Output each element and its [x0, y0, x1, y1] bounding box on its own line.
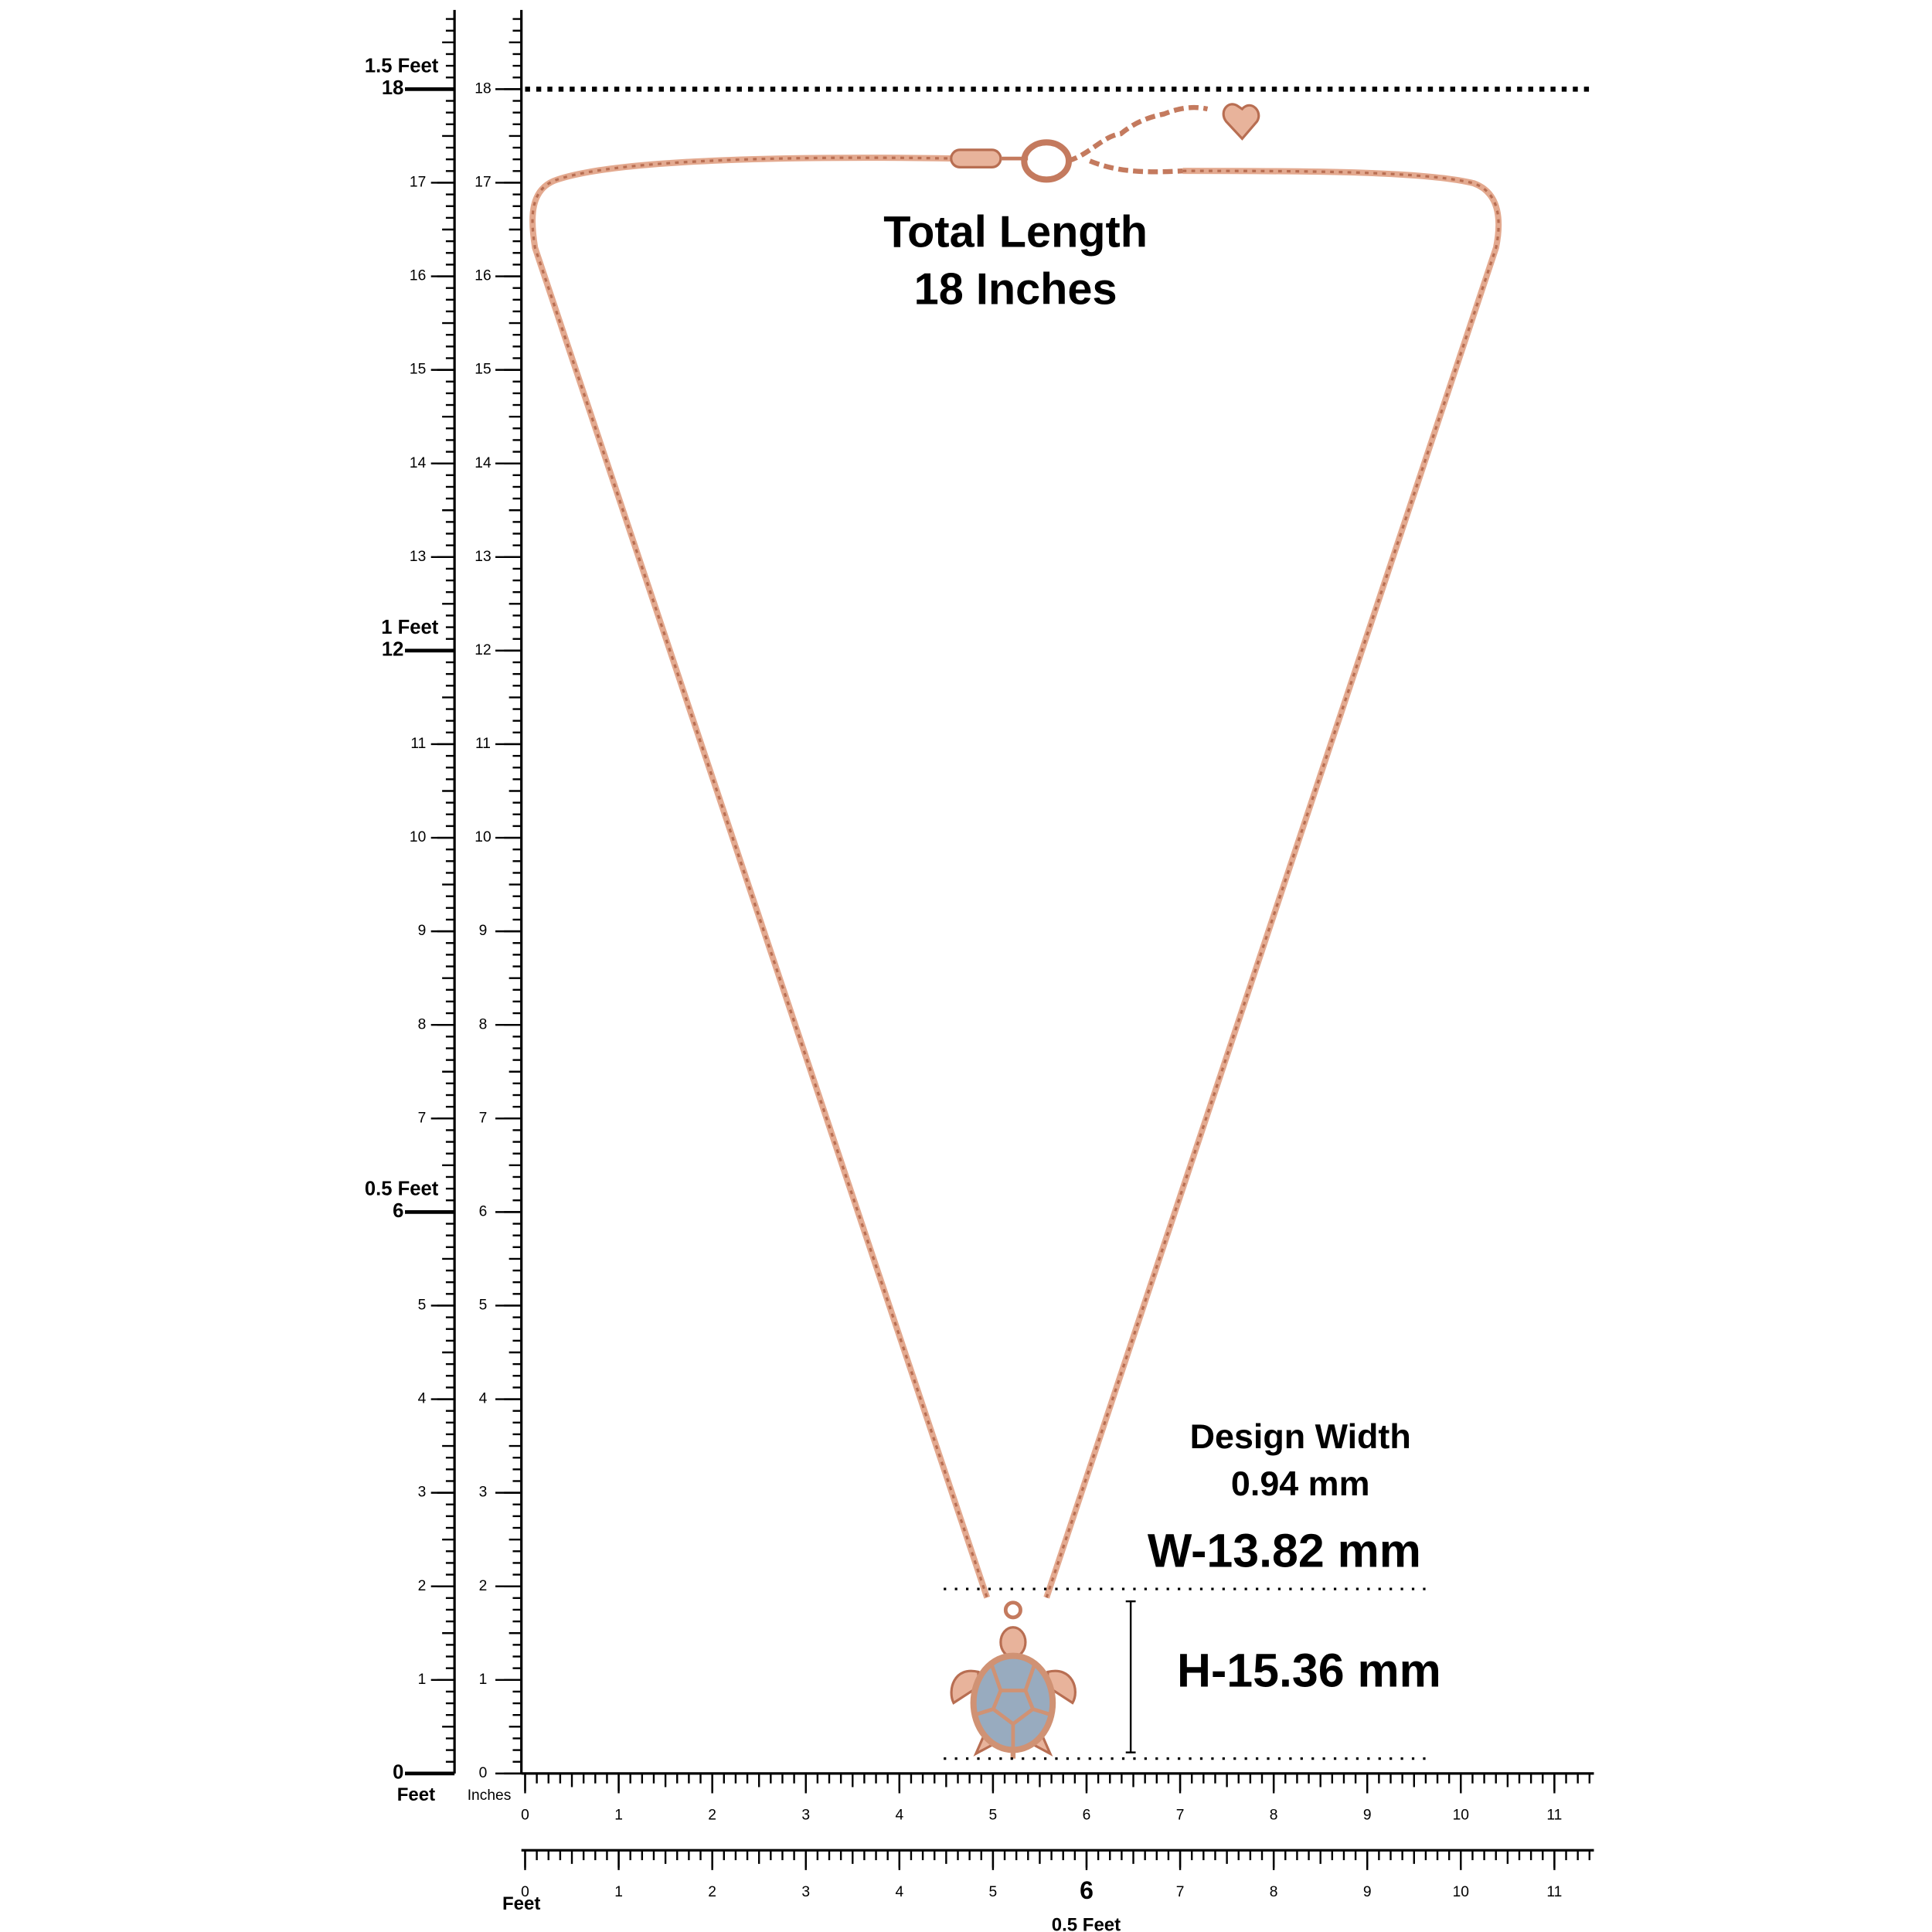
feet-ruler-label: 4 — [418, 1391, 427, 1407]
feet-ruler-label: 1 — [418, 1672, 427, 1688]
width-label: W-13.82 mm — [1148, 1524, 1421, 1577]
height-label: H-15.36 mm — [1177, 1645, 1441, 1697]
inch-ruler-label: 0 — [479, 1765, 488, 1781]
bottom-ruler-label: 6 — [1080, 1876, 1094, 1904]
feet-mark: 1 Feet — [381, 617, 439, 638]
inch-ruler-label: 12 — [474, 642, 491, 658]
bottom-ruler-label: 5 — [989, 1807, 998, 1823]
feet-ruler-label: 0 — [393, 1762, 403, 1784]
bottom-ruler-label: 2 — [708, 1884, 716, 1900]
necklace — [529, 103, 1502, 1599]
bottom-ruler-label: 11 — [1546, 1807, 1562, 1823]
turtle-head — [999, 1626, 1027, 1658]
bottom-ruler-label: 10 — [1453, 1807, 1469, 1823]
bottom-ruler-label: 6 — [1083, 1807, 1091, 1823]
feet-unit: Feet — [502, 1893, 540, 1914]
chain-right-links — [1045, 169, 1500, 1598]
bottom-ruler-label: 11 — [1546, 1884, 1562, 1900]
headline: Total Length — [883, 208, 1148, 257]
feet-ruler-label: 17 — [410, 175, 426, 191]
inch-ruler-label: 4 — [479, 1391, 488, 1407]
inch-ruler-label: 6 — [479, 1203, 488, 1219]
feet-ruler-label: 7 — [418, 1110, 427, 1126]
feet-ruler-label: 3 — [418, 1485, 427, 1501]
feet-ruler-label: 16 — [410, 268, 426, 284]
inch-unit: Inches — [468, 1787, 512, 1804]
design-width-label: Design Width — [1190, 1417, 1411, 1456]
bottom-ruler-label: 8 — [1270, 1884, 1278, 1900]
inch-ruler-label: 9 — [479, 923, 488, 939]
front-flipper-left — [950, 1669, 980, 1705]
feet-ruler-label: 5 — [418, 1298, 427, 1314]
feet-ruler-label: 2 — [418, 1578, 427, 1594]
bottom-ruler-label: 10 — [1453, 1884, 1469, 1900]
inch-ruler-label: 2 — [479, 1578, 488, 1594]
chain-right — [1043, 168, 1502, 1599]
inch-ruler-label: 3 — [479, 1485, 488, 1501]
bail — [1003, 1600, 1022, 1620]
feet-mark: 0.5 Feet — [1052, 1914, 1121, 1932]
feet-ruler-label: 8 — [418, 1016, 427, 1032]
bottom-ruler-label: 4 — [895, 1807, 903, 1823]
inch-ruler-label: 16 — [474, 268, 491, 284]
bottom-ruler-label: 0 — [521, 1884, 529, 1900]
clasp-tag — [950, 148, 1002, 168]
bottom-ruler-label: 7 — [1176, 1807, 1185, 1823]
front-flipper-right — [1046, 1669, 1077, 1705]
feet-ruler-label: 6 — [393, 1200, 403, 1222]
inch-ruler-label: 14 — [474, 455, 492, 471]
bottom-ruler-label: 3 — [801, 1807, 810, 1823]
chain-left-links — [531, 156, 988, 1598]
feet-mark: 1.5 Feet — [365, 55, 439, 77]
bottom-ruler-label: 9 — [1363, 1884, 1372, 1900]
feet-ruler-label: 13 — [410, 549, 426, 565]
bottom-ruler-label: 1 — [614, 1807, 623, 1823]
bottom-ruler-label: 9 — [1363, 1807, 1372, 1823]
extension-chain-lower — [1089, 158, 1183, 175]
bottom-ruler-label: 2 — [708, 1807, 716, 1823]
bottom-ruler-label: 7 — [1176, 1884, 1185, 1900]
lobster-clasp — [1021, 139, 1073, 183]
shell-pattern — [972, 1661, 1053, 1749]
design-width-value: 0.94 mm — [1231, 1464, 1370, 1503]
bottom-ruler-label: 3 — [801, 1884, 810, 1900]
bottom-ruler-label: 8 — [1270, 1807, 1278, 1823]
extension-chain — [1066, 104, 1209, 164]
inch-ruler-label: 8 — [479, 1016, 488, 1032]
feet-ruler-label: 9 — [418, 923, 427, 939]
bottom-ruler-label: 0 — [521, 1807, 529, 1823]
inch-ruler-label: 1 — [479, 1672, 488, 1688]
feet-ruler-label: 18 — [382, 77, 404, 99]
feet-ruler-label: 14 — [410, 455, 427, 471]
feet-mark: 0.5 Feet — [365, 1178, 439, 1199]
inch-ruler-label: 10 — [474, 829, 491, 845]
headline: 18 Inches — [914, 264, 1117, 314]
chain-left — [529, 155, 991, 1599]
inch-ruler-label: 18 — [474, 80, 491, 97]
inch-ruler-label: 11 — [475, 736, 491, 752]
feet-ruler-label: 10 — [410, 829, 426, 845]
feet-unit: Feet — [397, 1784, 435, 1805]
bottom-ruler-label: 4 — [895, 1884, 903, 1900]
feet-ruler-label: 12 — [382, 639, 404, 661]
inch-ruler-label: 5 — [479, 1298, 488, 1314]
inch-ruler-label: 7 — [479, 1110, 488, 1126]
inch-ruler-label: 13 — [474, 549, 491, 565]
inch-ruler-label: 17 — [474, 175, 491, 191]
bottom-ruler-label: 1 — [614, 1884, 623, 1900]
bottom-ruler-label: 5 — [989, 1884, 998, 1900]
turtle-pendant — [950, 1600, 1077, 1759]
heart-charm — [1222, 103, 1260, 141]
feet-ruler-label: 15 — [410, 362, 426, 378]
feet-ruler-label: 11 — [410, 736, 426, 752]
inch-ruler-label: 15 — [474, 362, 491, 378]
